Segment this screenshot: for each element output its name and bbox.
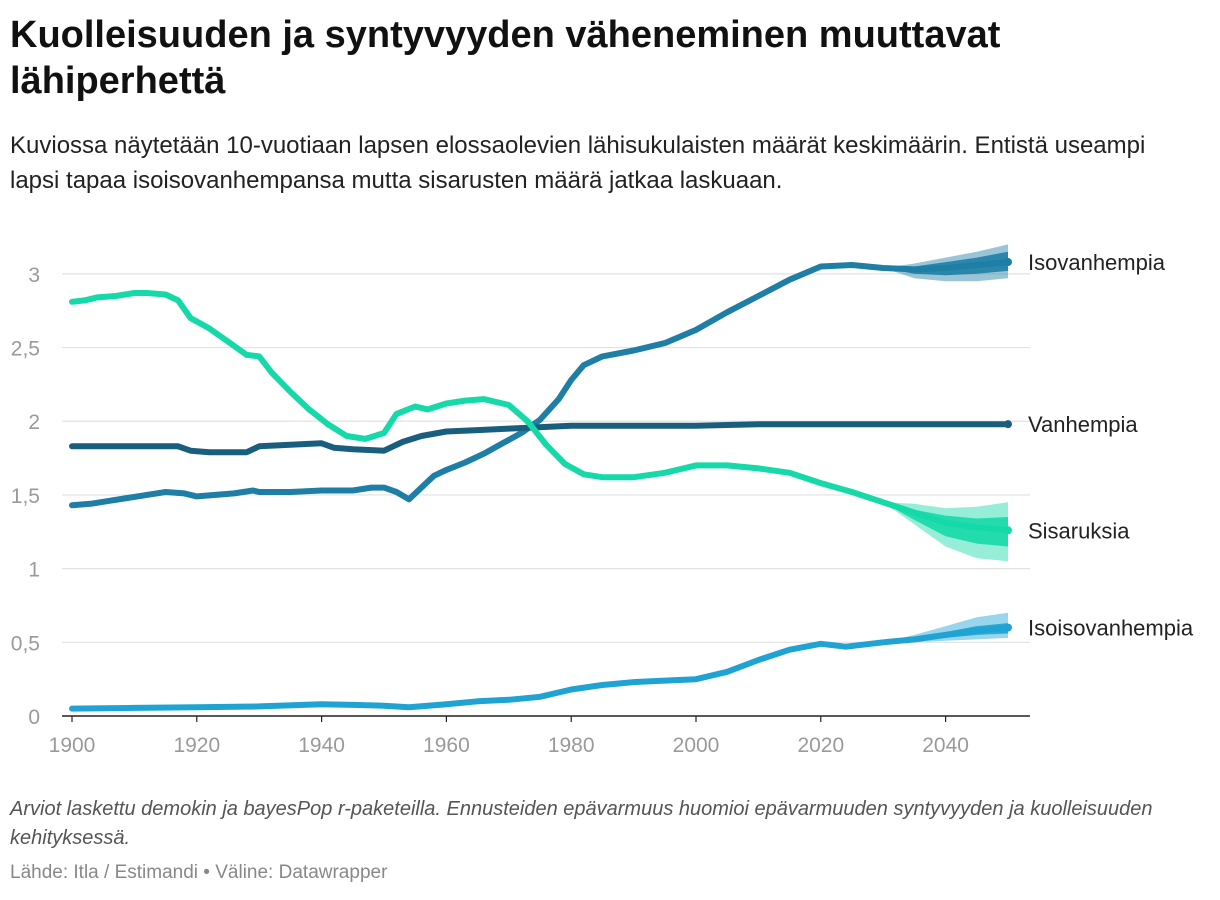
x-tick-label: 1900 (49, 734, 96, 757)
chart-notes: Arviot laskettu demokin ja bayesPop r-pa… (10, 798, 1153, 849)
y-tick-label: 1 (28, 559, 40, 582)
series-label-vanhempia: Vanhempia (1028, 412, 1138, 437)
series-end-dot-isovanhempia (1004, 258, 1012, 267)
x-tick-label: 1920 (173, 734, 220, 757)
separator: • (203, 862, 210, 883)
tool-value: Datawrapper (278, 862, 388, 883)
y-tick-label: 0,5 (11, 632, 40, 655)
source-label: Lähde: (10, 862, 69, 883)
y-tick-label: 0 (28, 706, 40, 729)
x-tick-label: 2000 (673, 734, 720, 757)
y-tick-label: 1,5 (11, 485, 40, 508)
y-tick-label: 2,5 (11, 338, 40, 361)
series-line-vanhempia (69, 421, 1011, 456)
series-end-dot-isoisovanhempia (1004, 623, 1012, 632)
x-tick-label: 1940 (298, 734, 345, 757)
series-line-sisaruksia (69, 290, 1011, 534)
series-label-sisaruksia: Sisaruksia (1028, 518, 1130, 543)
source-value: Itla / Estimandi (73, 862, 199, 883)
band-outer-isoisovanhempia (883, 612, 1008, 643)
x-tick-label: 1960 (423, 734, 470, 757)
series-line-isoisovanhempia (69, 624, 1011, 712)
series-line-isovanhempia (69, 259, 1011, 509)
tool-label: Väline: (215, 862, 274, 883)
series-label-isoisovanhempia: Isoisovanhempia (1028, 616, 1194, 641)
line-chart: 0 0,5 1 1,5 2 2,5 3 1900 1920 1940 1960 1980 2000 202… (11, 244, 1194, 757)
y-tick-label: 2 (28, 411, 40, 434)
series-end-dot-sisaruksia (1004, 526, 1012, 535)
chart-subtitle: Kuviossa näytetään 10-vuotiaan lapsen el… (10, 132, 1146, 194)
uncertainty-bands (883, 244, 1008, 643)
series-labels: Isovanhempia Vanhempia Sisaruksia Isoisovan… (1004, 250, 1194, 641)
chart-title: Kuolleisuuden ja syntyvyyden väheneminen… (10, 14, 1001, 102)
x-tick-label: 1980 (548, 734, 595, 757)
series-label-isovanhempia: Isovanhempia (1028, 250, 1166, 275)
x-tick-label: 2040 (922, 734, 969, 757)
source-line: Lähde: Itla / Estimandi • Väline: Datawr… (10, 862, 387, 884)
axes: 0 0,5 1 1,5 2 2,5 3 1900 1920 1940 1960 1980 2000 202… (11, 264, 1030, 757)
x-tick-label: 2020 (797, 734, 844, 757)
series-lines (69, 259, 1011, 712)
series-end-dot-vanhempia (1004, 420, 1012, 429)
y-tick-label: 3 (28, 264, 40, 287)
